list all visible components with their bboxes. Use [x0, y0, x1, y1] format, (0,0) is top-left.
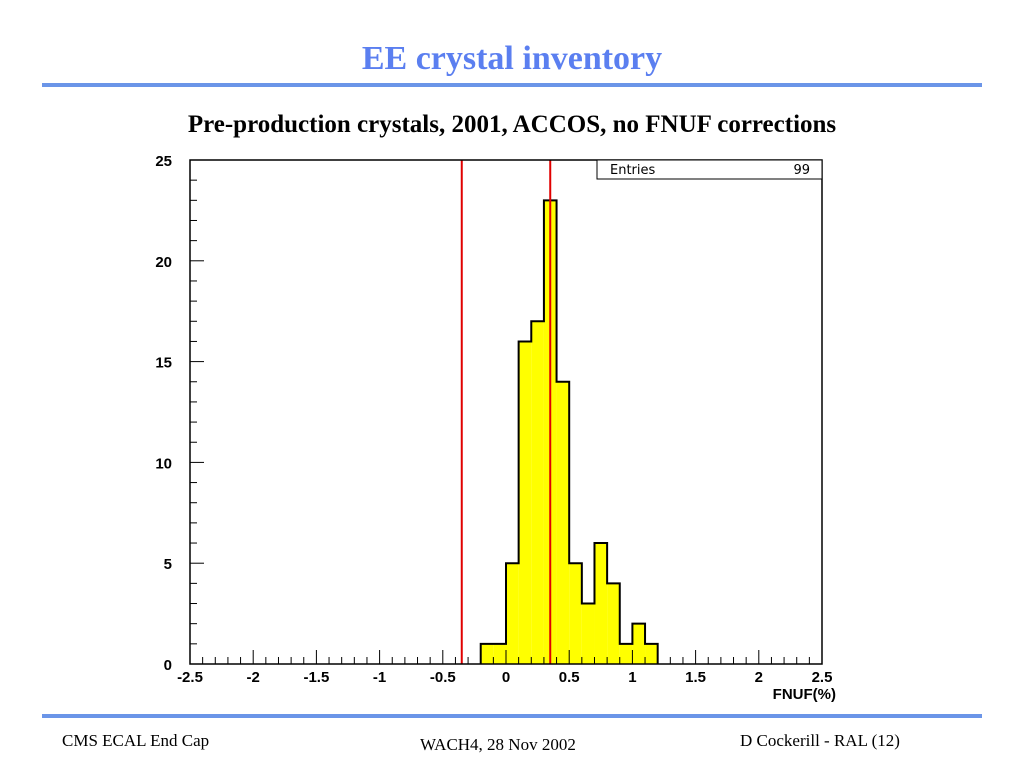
histogram-bar: [506, 563, 519, 664]
footer-right: D Cockerill - RAL (12): [740, 731, 900, 750]
x-axis: -2.5 -2 -1.5 -1 -0.5 0 0.5 1 1.5 2 2.5: [177, 650, 832, 686]
chart-subtitle: Pre-production crystals, 2001, ACCOS, no…: [187, 111, 837, 138]
histogram-bar: [581, 603, 595, 664]
x-tick-label: -2: [247, 669, 260, 686]
y-tick-label: 25: [155, 153, 172, 170]
x-tick-label: -1: [373, 669, 386, 686]
slide-title: EE crystal inventory: [361, 40, 663, 77]
x-tick-label: -2.5: [177, 669, 203, 686]
y-tick-label: 5: [164, 556, 172, 573]
x-tick-label: 2: [755, 669, 763, 686]
y-tick-label: 15: [155, 355, 172, 372]
stats-box: Entries 99: [596, 159, 823, 180]
y-tick-label: 0: [164, 657, 172, 674]
y-axis: 0 5 10 15 20 25: [155, 153, 204, 674]
histogram-bar: [480, 643, 494, 664]
histogram-bar: [594, 543, 608, 664]
x-axis-label: FNUF(%): [773, 686, 836, 703]
x-tick-label: 0: [502, 669, 510, 686]
x-tick-label: 0.5: [559, 669, 580, 686]
y-tick-label: 10: [155, 455, 172, 472]
histogram-bars: [479, 199, 659, 664]
histogram-bar: [531, 321, 544, 664]
cut-lines: [460, 160, 552, 664]
footer-divider: [42, 714, 982, 718]
x-tick-label: 2.5: [812, 669, 833, 686]
x-tick-label: -1.5: [303, 669, 329, 686]
histogram-bar: [518, 341, 532, 664]
footer-center: WACH4, 28 Nov 2002: [420, 735, 576, 754]
histogram-bar: [493, 643, 506, 664]
histogram-bar: [556, 381, 570, 664]
x-tick-label: 1.5: [685, 669, 706, 686]
histogram-bar: [569, 563, 582, 664]
histogram-outline: [479, 199, 659, 664]
y-tick-label: 20: [155, 254, 172, 271]
stats-box-frame: [596, 159, 823, 180]
histogram-bar: [632, 623, 646, 664]
stats-entries-label: Entries: [610, 163, 656, 178]
footer-left: CMS ECAL End Cap: [62, 731, 210, 750]
histogram-bar: [619, 643, 633, 664]
header-divider: [42, 83, 982, 87]
x-tick-label: -0.5: [430, 669, 456, 686]
x-tick-label: 1: [628, 669, 636, 686]
stats-entries-value: 99: [793, 163, 810, 178]
histogram-bar: [645, 643, 658, 664]
histogram-bar: [607, 583, 620, 664]
